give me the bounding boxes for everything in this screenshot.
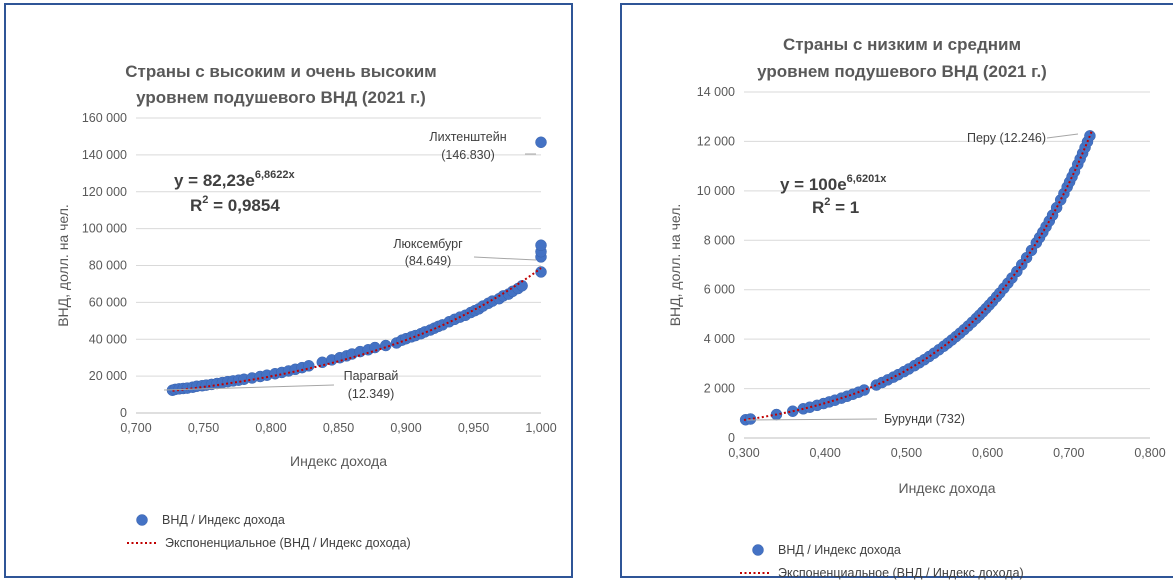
y-tick-label: 8 000: [704, 233, 735, 247]
y-tick-label: 10 000: [697, 184, 735, 198]
data-point: [303, 360, 315, 372]
y-tick-label: 20 000: [89, 369, 127, 383]
y-tick-label: 80 000: [89, 259, 127, 273]
data-point: [535, 239, 547, 251]
legend-label-trendline: Экспоненциальное (ВНД / Индекс дохода): [778, 566, 1024, 580]
y-axis-title: ВНД, долл. на чел.: [667, 204, 683, 327]
exponential-trendline: [172, 267, 542, 392]
x-tick-label: 0,700: [120, 421, 151, 435]
chart-panel-low-income: Страны с низким и средним уровнем подушев…: [620, 3, 1173, 580]
x-tick-label: 0,900: [390, 421, 421, 435]
x-tick-label: 0,950: [458, 421, 489, 435]
x-tick-label: 0,800: [255, 421, 286, 435]
y-tick-label: 140 000: [82, 148, 127, 162]
y-tick-label: 6 000: [704, 283, 735, 297]
r-squared-superscript: 2: [824, 196, 830, 208]
data-point: [1084, 130, 1096, 142]
data-point: [535, 136, 547, 149]
y-tick-label: 0: [728, 431, 735, 445]
y-tick-label: 2 000: [704, 382, 735, 396]
annotation-label: Перу (12.246): [967, 131, 1046, 145]
legend-label-trendline: Экспоненциальное (ВНД / Индекс дохода): [165, 536, 411, 550]
x-axis-title: Индекс дохода: [290, 453, 387, 469]
y-tick-label: 120 000: [82, 185, 127, 199]
data-point: [316, 356, 329, 369]
annotation-leader-line: [473, 256, 537, 261]
annotation-label: Бурунди (732): [884, 412, 965, 426]
annotation-label: Лихтенштейн: [429, 130, 506, 144]
legend-marker-points: [752, 544, 764, 556]
data-point: [858, 384, 870, 396]
annotation-value: (12.349): [348, 387, 395, 401]
x-tick-label: 0,700: [1053, 446, 1084, 460]
y-tick-label: 0: [120, 406, 127, 420]
r-squared-value: = 0,9854: [208, 196, 280, 215]
annotation-leader-line: [746, 418, 878, 421]
annotation-value: (84.649): [405, 254, 452, 268]
r-squared: R2 = 1: [812, 196, 859, 217]
x-tick-label: 0,600: [972, 446, 1003, 460]
equation-exponent: 6,8622x: [255, 169, 296, 181]
scatter-chart-high-income: Страны с высоким и очень высоким уровнем …: [55, 62, 557, 550]
x-tick-label: 0,400: [810, 446, 841, 460]
chart-title-line1: Страны с высоким и очень высоким: [125, 62, 436, 81]
r-squared-prefix: R: [190, 196, 202, 215]
y-tick-label: 100 000: [82, 222, 127, 236]
annotation-value: (146.830): [441, 148, 495, 162]
y-axis-title: ВНД, долл. на чел.: [55, 204, 71, 327]
r-squared-value: = 1: [830, 198, 859, 217]
exponential-trendline: [743, 131, 1093, 421]
equation-base: y = 100e: [780, 175, 847, 194]
x-tick-label: 0,300: [728, 446, 759, 460]
r-squared: R2 = 0,9854: [190, 194, 280, 215]
y-tick-label: 14 000: [697, 85, 735, 99]
data-point: [380, 339, 392, 352]
legend-label-points: ВНД / Индекс дохода: [778, 543, 901, 557]
data-point: [535, 266, 547, 278]
annotation-label: Люксембург: [393, 237, 463, 251]
x-tick-label: 0,750: [188, 421, 219, 435]
y-tick-label: 40 000: [89, 332, 127, 346]
annotation-label: Парагвай: [344, 369, 399, 383]
legend-marker-points: [136, 514, 148, 526]
y-tick-label: 160 000: [82, 111, 127, 125]
legend-label-points: ВНД / Индекс дохода: [162, 513, 285, 527]
annotation-leader-line: [1046, 133, 1079, 139]
r-squared-superscript: 2: [202, 194, 208, 206]
r-squared-prefix: R: [812, 198, 824, 217]
x-tick-label: 0,500: [891, 446, 922, 460]
y-tick-label: 4 000: [704, 332, 735, 346]
chart-panel-high-income: Страны с высоким и очень высоким уровнем …: [4, 3, 573, 578]
x-tick-label: 0,850: [323, 421, 354, 435]
trend-equation: y = 82,23e6,8622x: [174, 169, 295, 190]
annotation-leader-line: [163, 384, 335, 391]
y-tick-label: 12 000: [697, 134, 735, 148]
y-tick-label: 60 000: [89, 295, 127, 309]
chart-title-line2: уровнем подушевого ВНД (2021 г.): [757, 62, 1047, 81]
x-tick-label: 1,000: [525, 421, 556, 435]
trend-equation: y = 100e6,6201x: [780, 173, 887, 194]
equation-exponent: 6,6201x: [847, 173, 888, 185]
x-tick-label: 0,800: [1134, 446, 1165, 460]
chart-title-line2: уровнем подушевого ВНД (2021 г.): [136, 88, 426, 107]
equation-base: y = 82,23e: [174, 171, 255, 190]
x-axis-title: Индекс дохода: [899, 480, 996, 496]
scatter-chart-low-income: Страны с низким и средним уровнем подушев…: [667, 35, 1166, 580]
chart-title-line1: Страны с низким и средним: [783, 35, 1021, 54]
